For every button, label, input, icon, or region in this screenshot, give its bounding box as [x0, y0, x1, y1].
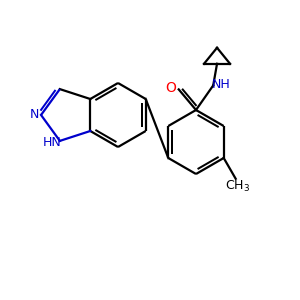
Text: NH: NH: [212, 78, 231, 91]
Text: N: N: [29, 107, 39, 121]
Text: O: O: [166, 81, 176, 94]
Text: CH$_3$: CH$_3$: [225, 179, 250, 194]
Text: HN: HN: [43, 136, 61, 149]
